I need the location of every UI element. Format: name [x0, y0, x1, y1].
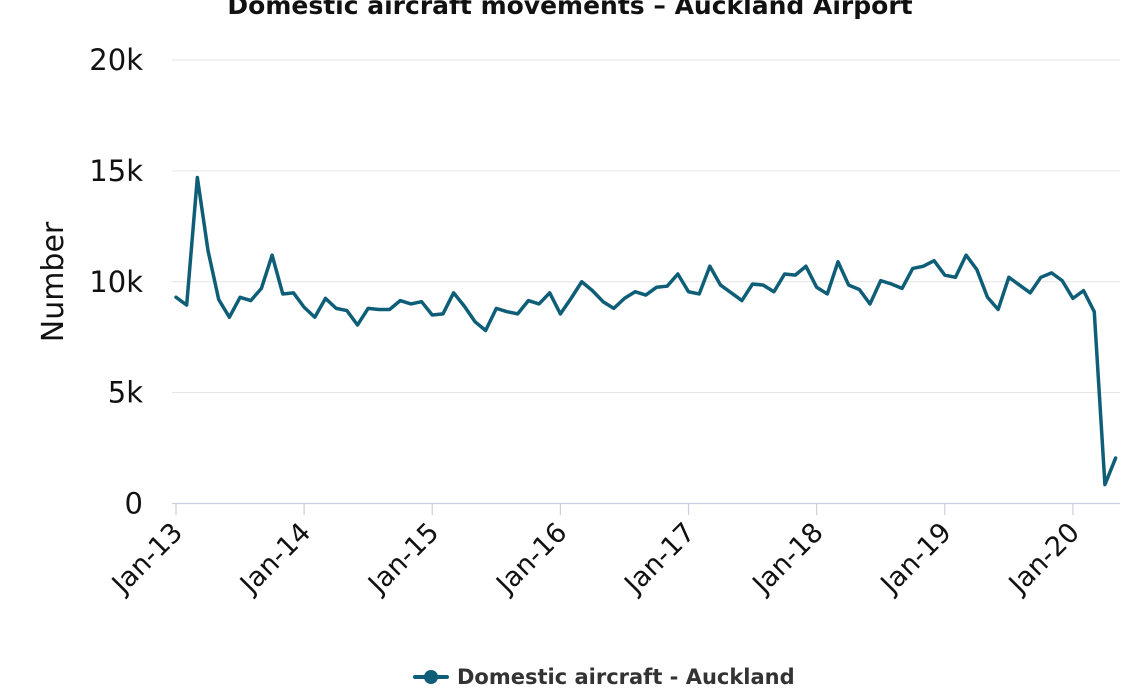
y-tick-label: 5k [108, 376, 143, 410]
series-layer [174, 175, 1118, 487]
x-tick-label: Jan-20 [1002, 517, 1086, 601]
y-axis-ticks: 0 5k 10k 15k 20k [89, 43, 143, 521]
legend[interactable]: Domestic aircraft - Auckland [413, 665, 795, 689]
x-tick-label: Jan-13 [105, 517, 189, 601]
x-tick-label: Jan-17 [618, 517, 702, 601]
x-tick-label: Jan-16 [489, 517, 573, 601]
x-axis-ticks: Jan-13 Jan-14 Jan-15 Jan-16 Jan-17 Jan-18 Jan-… [105, 503, 1086, 601]
x-tick-label: Jan-18 [746, 517, 830, 601]
legend-label[interactable]: Domestic aircraft - Auckland [457, 665, 795, 689]
y-tick-label: 0 [125, 487, 143, 521]
x-tick-label: Jan-15 [361, 517, 445, 601]
y-axis-label: Number [36, 221, 71, 342]
y-tick-label: 10k [89, 265, 143, 299]
gridlines [172, 59, 1120, 394]
x-tick-label: Jan-14 [233, 517, 317, 601]
y-tick-label: 20k [89, 43, 143, 77]
y-tick-label: 15k [89, 154, 143, 188]
chart-title: Domestic aircraft movements – Auckland A… [227, 0, 912, 20]
legend-dot-marker [424, 670, 438, 684]
x-tick-label: Jan-19 [874, 517, 958, 601]
series-line [174, 175, 1118, 487]
